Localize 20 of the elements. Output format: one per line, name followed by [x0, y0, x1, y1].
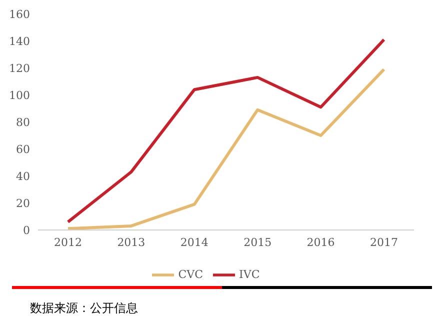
- y-tick-label: 20: [16, 196, 30, 210]
- x-tick-label: 2016: [306, 236, 335, 249]
- y-tick-label: 0: [23, 224, 30, 237]
- x-tick-label: 2013: [117, 236, 146, 249]
- x-tick-label: 2014: [180, 236, 208, 249]
- y-tick-label: 140: [9, 34, 30, 48]
- legend-label: IVC: [239, 268, 260, 281]
- legend-label: CVC: [178, 268, 204, 281]
- y-tick-label: 160: [9, 8, 30, 21]
- x-tick-label: 2017: [370, 236, 398, 249]
- y-tick-label: 80: [16, 116, 30, 129]
- y-tick-label: 40: [16, 170, 30, 183]
- source-note: 数据来源：公开信息: [30, 300, 139, 317]
- y-tick-label: 120: [9, 62, 30, 75]
- y-tick-label: 100: [9, 88, 30, 102]
- line-series: [66, 38, 386, 224]
- line-series: [66, 68, 386, 230]
- y-tick-label: 60: [16, 142, 30, 156]
- x-tick-label: 2015: [244, 236, 272, 249]
- x-tick-label: 2012: [54, 236, 82, 249]
